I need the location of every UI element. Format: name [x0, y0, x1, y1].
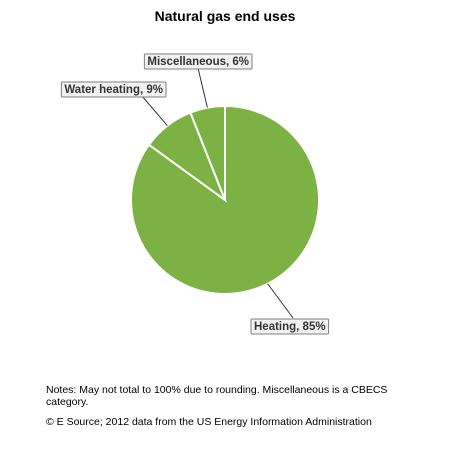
pie-label: Heating, 85%	[250, 318, 330, 335]
pie-slice-miscellaneous	[189, 104, 226, 201]
chart-title: Natural gas end uses	[154, 8, 296, 24]
pie-label-text: Miscellaneous, 6%	[147, 56, 249, 68]
pie-label: Miscellaneous, 6%	[143, 53, 253, 70]
pie-label: Water heating, 9%	[60, 81, 167, 98]
leader-line	[267, 283, 294, 319]
pie-label-text: Water heating, 9%	[64, 84, 163, 96]
pie-chart: Heating, 85% Water heating, 9% Miscellaneo…	[60, 53, 330, 335]
pie-label-text: Heating, 85%	[254, 321, 326, 333]
pie-labels: Heating, 85% Water heating, 9% Miscellaneo…	[60, 53, 330, 335]
pie-label-box	[143, 53, 253, 70]
pie-label-box	[250, 318, 330, 335]
leader-line	[197, 67, 208, 108]
leader-line	[141, 95, 168, 127]
chart-source: © E Source; 2012 data from the US Energy…	[46, 416, 372, 428]
pie-label-box	[60, 81, 167, 98]
pie-slices	[130, 104, 320, 295]
chart-notes: Notes: May not total to 100% due to roun…	[46, 384, 388, 408]
